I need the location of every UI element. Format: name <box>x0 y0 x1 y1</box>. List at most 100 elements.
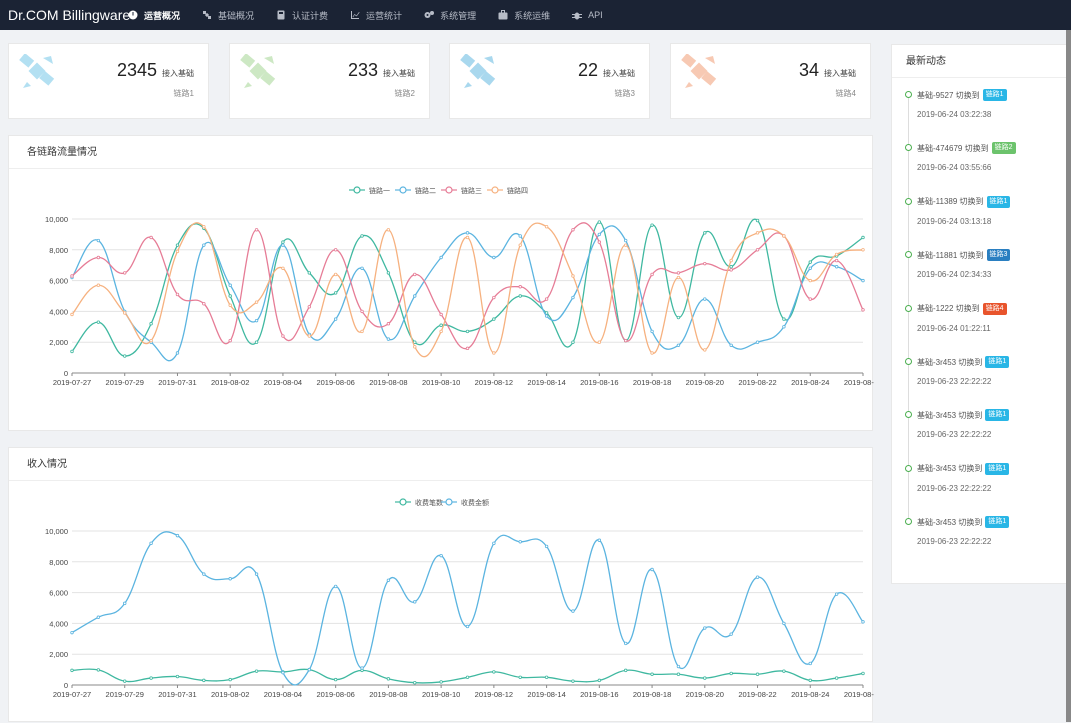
data-point[interactable] <box>333 291 338 295</box>
data-point[interactable] <box>544 297 549 301</box>
data-point[interactable] <box>624 668 628 673</box>
data-point[interactable] <box>544 311 549 315</box>
data-point[interactable] <box>175 533 180 538</box>
data-point[interactable] <box>703 261 707 266</box>
data-point[interactable] <box>70 274 74 278</box>
data-point[interactable] <box>96 238 101 243</box>
data-point[interactable] <box>360 234 364 238</box>
data-point[interactable] <box>755 248 760 252</box>
data-point[interactable] <box>96 283 101 287</box>
data-point[interactable] <box>96 320 101 324</box>
data-point[interactable] <box>518 294 522 298</box>
data-point[interactable] <box>386 677 391 681</box>
data-point[interactable] <box>439 255 443 260</box>
data-point[interactable] <box>729 671 733 676</box>
data-point[interactable] <box>597 538 602 542</box>
data-point[interactable] <box>281 334 285 338</box>
data-point[interactable] <box>333 584 338 589</box>
data-point[interactable] <box>650 329 654 334</box>
data-point[interactable] <box>175 243 180 247</box>
data-point[interactable] <box>703 348 707 352</box>
data-point[interactable] <box>465 231 470 235</box>
data-point[interactable] <box>96 668 101 672</box>
data-point[interactable] <box>782 234 786 238</box>
data-point[interactable] <box>808 260 812 264</box>
data-point[interactable] <box>650 351 654 355</box>
data-point[interactable] <box>571 295 575 300</box>
data-point[interactable] <box>703 297 707 301</box>
data-point[interactable] <box>676 672 681 676</box>
data-point[interactable] <box>360 309 364 314</box>
data-point[interactable] <box>624 238 628 243</box>
data-point[interactable] <box>729 632 733 636</box>
data-point[interactable] <box>544 314 549 318</box>
data-point[interactable] <box>755 340 760 344</box>
data-point[interactable] <box>755 575 760 579</box>
data-point[interactable] <box>624 338 628 343</box>
data-point[interactable] <box>307 305 311 309</box>
legend-item[interactable]: 链路二 <box>395 186 436 195</box>
data-point[interactable] <box>492 670 496 674</box>
data-point[interactable] <box>70 668 74 673</box>
data-point[interactable] <box>175 249 180 254</box>
data-point[interactable] <box>834 252 839 257</box>
data-point[interactable] <box>465 235 470 240</box>
data-point[interactable] <box>228 294 232 298</box>
data-point[interactable] <box>123 601 127 606</box>
nav-item-6[interactable]: API <box>572 0 603 30</box>
nav-item-0[interactable]: 运营概况 <box>128 0 180 30</box>
data-point[interactable] <box>149 235 153 240</box>
nav-item-3[interactable]: 运营统计 <box>350 0 402 30</box>
nav-item-5[interactable]: 系统运维 <box>498 0 550 30</box>
data-point[interactable] <box>413 345 417 349</box>
data-point[interactable] <box>465 624 470 629</box>
data-point[interactable] <box>123 679 127 683</box>
data-point[interactable] <box>439 323 443 327</box>
data-point[interactable] <box>439 329 443 334</box>
data-point[interactable] <box>676 315 681 320</box>
data-point[interactable] <box>518 243 522 247</box>
data-point[interactable] <box>202 225 206 229</box>
data-point[interactable] <box>307 667 311 672</box>
data-point[interactable] <box>333 248 338 252</box>
data-point[interactable] <box>333 317 338 321</box>
data-point[interactable] <box>202 572 206 576</box>
data-point[interactable] <box>861 235 865 240</box>
data-point[interactable] <box>281 240 285 244</box>
stat-card-1[interactable]: 2345 接入基础 链路1 <box>8 43 209 119</box>
data-point[interactable] <box>808 661 812 666</box>
data-point[interactable] <box>597 232 602 237</box>
data-point[interactable] <box>808 678 812 683</box>
data-point[interactable] <box>650 272 654 277</box>
data-point[interactable] <box>386 271 391 275</box>
data-point[interactable] <box>782 317 786 321</box>
data-point[interactable] <box>413 294 417 298</box>
data-point[interactable] <box>175 674 180 679</box>
data-point[interactable] <box>492 295 496 300</box>
data-point[interactable] <box>597 240 602 244</box>
data-point[interactable] <box>861 308 865 312</box>
data-point[interactable] <box>281 243 285 247</box>
data-point[interactable] <box>544 544 549 549</box>
stat-card-3[interactable]: 22 接入基础 链路3 <box>449 43 650 119</box>
data-point[interactable] <box>861 671 865 676</box>
data-point[interactable] <box>755 231 760 235</box>
series-line-2[interactable] <box>71 225 864 362</box>
data-point[interactable] <box>465 329 470 334</box>
data-point[interactable] <box>465 346 470 351</box>
data-point[interactable] <box>413 600 417 604</box>
data-point[interactable] <box>624 641 628 646</box>
stat-card-4[interactable]: 34 接入基础 链路4 <box>670 43 871 119</box>
data-point[interactable] <box>518 234 522 238</box>
series-line-3[interactable] <box>71 222 864 350</box>
data-point[interactable] <box>70 630 74 635</box>
legend-item[interactable]: 链路四 <box>487 186 528 195</box>
data-point[interactable] <box>676 343 681 347</box>
data-point[interactable] <box>834 265 839 269</box>
series-line-2[interactable] <box>71 531 864 686</box>
data-point[interactable] <box>175 292 180 297</box>
data-point[interactable] <box>149 676 153 680</box>
data-point[interactable] <box>624 243 628 247</box>
data-point[interactable] <box>597 340 602 344</box>
data-point[interactable] <box>703 231 707 235</box>
